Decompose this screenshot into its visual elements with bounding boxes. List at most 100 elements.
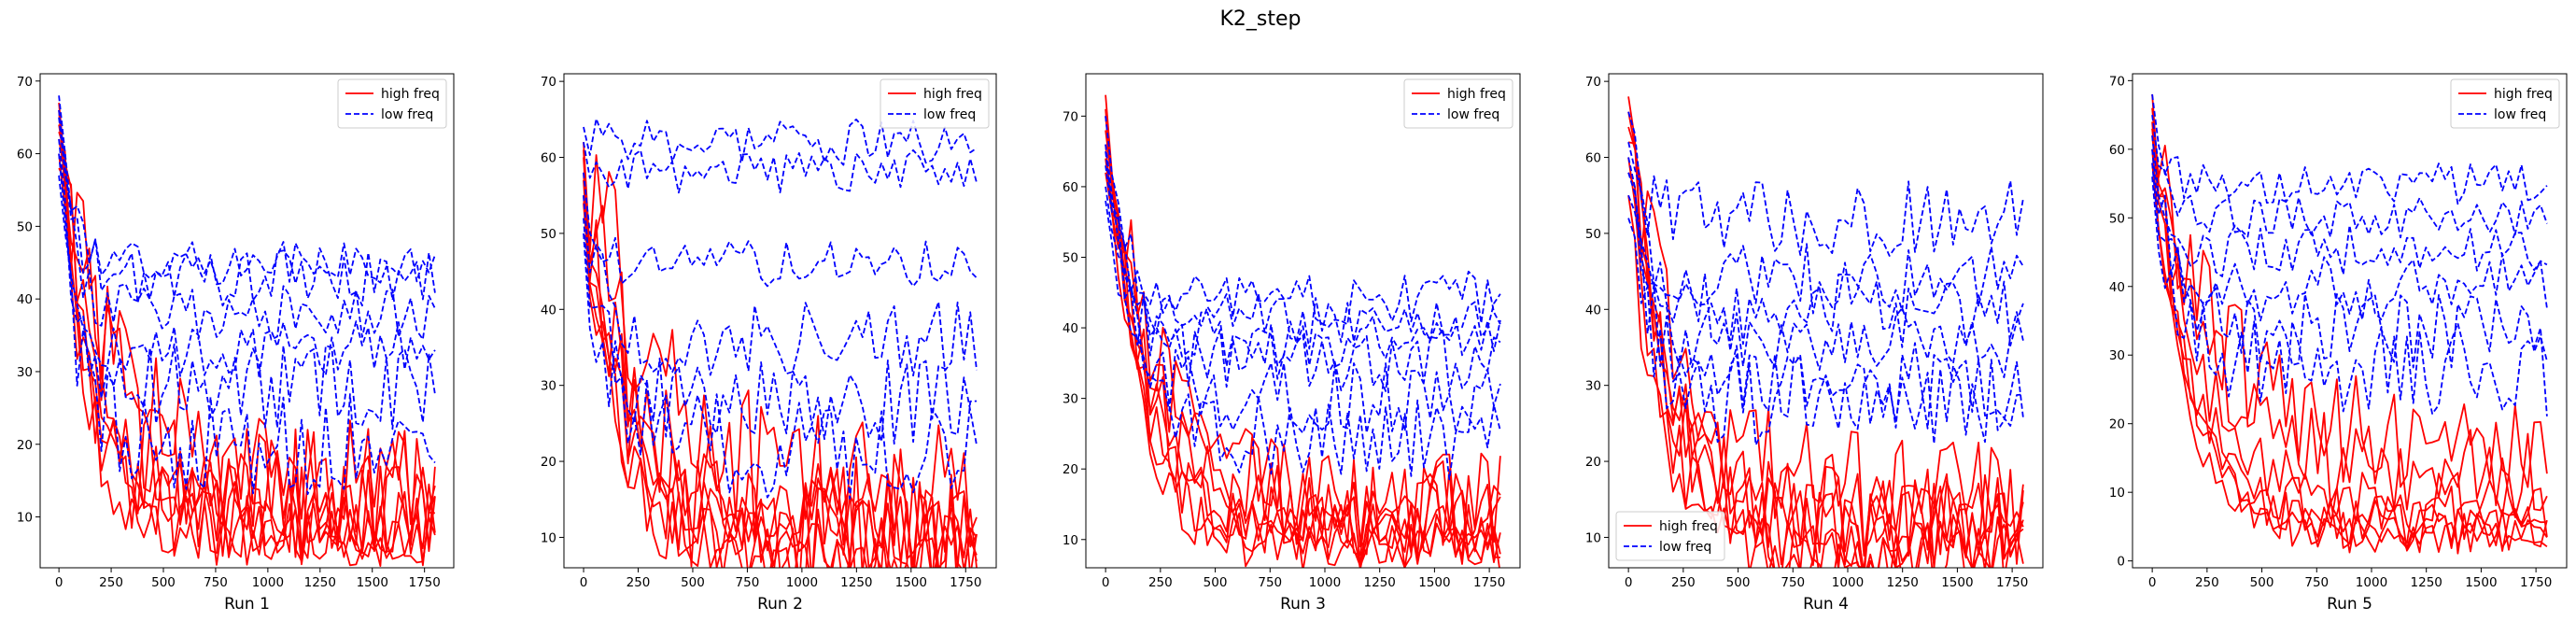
y-tick-label: 20 <box>17 438 33 453</box>
low-freq-series-line <box>58 117 436 341</box>
axes-frame <box>2132 73 2568 569</box>
y-tick-label: 10 <box>1585 530 1601 545</box>
figure-title: K2_step <box>1219 7 1301 31</box>
y-tick-label: 50 <box>1063 250 1078 265</box>
y-tick-label: 10 <box>541 530 556 545</box>
y-tick-label: 0 <box>2117 555 2125 570</box>
x-tick-label: 1250 <box>840 575 872 590</box>
subplots: 0 250 500 750 1000 1250 1500 175010203040506070… <box>17 73 2568 614</box>
x-tick-label: 250 <box>2195 575 2219 590</box>
plot-area <box>58 95 436 567</box>
high-freq-series-line <box>583 203 978 560</box>
plot-area <box>2151 93 2548 555</box>
low-freq-series-line <box>58 109 436 307</box>
high-freq-series-line <box>58 167 436 536</box>
low-freq-series-line <box>1105 186 1501 392</box>
y-tick-label: 70 <box>17 75 33 90</box>
high-freq-series-line <box>2151 128 2548 541</box>
high-freq-series-line <box>58 109 436 566</box>
low-freq-series-line <box>1627 111 2024 257</box>
high-freq-series-line <box>1105 94 1501 567</box>
legend-label-high-freq: high freq <box>1447 87 1506 102</box>
x-tick-label: 1500 <box>1418 575 1450 590</box>
x-tick-label: 1250 <box>2411 575 2442 590</box>
y-tick-label: 60 <box>17 148 33 162</box>
legend-label-high-freq: high freq <box>923 87 982 102</box>
y-tick-label: 60 <box>2109 143 2125 158</box>
low-freq-series-line <box>1627 157 2024 378</box>
high-freq-series-line <box>583 172 978 568</box>
legend: high freq low freq <box>337 78 447 129</box>
high-freq-series-line <box>1627 111 2024 568</box>
x-tick-label: 1250 <box>304 575 336 590</box>
low-freq-series-line <box>1627 194 2023 430</box>
x-tick-label: 1750 <box>950 575 981 590</box>
x-tick-label: 1000 <box>252 575 284 590</box>
axes-frame <box>563 73 997 569</box>
x-tick-label: 250 <box>626 575 651 590</box>
x-tick-label: 0 <box>1102 575 1110 590</box>
x-axis-label: Run 5 <box>2327 595 2372 614</box>
x-tick-label: 1750 <box>1473 575 1505 590</box>
low-freq-series-line <box>2151 162 2548 369</box>
x-tick-label: 1250 <box>1887 575 1919 590</box>
x-tick-label: 1500 <box>357 575 388 590</box>
y-tick-label: 30 <box>541 379 556 394</box>
y-tick-label: 40 <box>541 303 556 318</box>
low-freq-series-line <box>1627 218 2024 446</box>
high-freq-series-line <box>1627 172 2024 557</box>
low-freq-series-line <box>1627 172 2024 348</box>
x-tick-label: 500 <box>151 575 176 590</box>
x-tick-label: 1750 <box>408 575 440 590</box>
low-freq-series-line <box>2151 114 2548 239</box>
low-freq-series-line <box>1105 116 1501 328</box>
x-tick-label: 750 <box>1258 575 1282 590</box>
x-axis-label: Run 2 <box>757 595 803 614</box>
subplot-run-4: 0 250 500 750 1000 1250 1500 1750 10 20 30 40 50 60 70… <box>1585 73 2044 614</box>
y-tick-label: 30 <box>1063 392 1078 407</box>
legend: high freq low freq <box>880 78 990 129</box>
x-tick-label: 750 <box>736 575 760 590</box>
subplot-run-3: 0 250 500 750 1000 1250 1500 1750 10 20 30 40 50 60 70… <box>1063 73 1521 614</box>
legend-box <box>1403 78 1513 129</box>
y-tick-label: 70 <box>1585 75 1601 90</box>
y-tick-label: 20 <box>1063 462 1078 477</box>
y-tick-label: 10 <box>17 511 33 526</box>
low-freq-series-line <box>2151 148 2548 322</box>
x-tick-label: 500 <box>1204 575 1228 590</box>
high-freq-series-line <box>1105 172 1501 559</box>
x-tick-label: 500 <box>681 575 705 590</box>
x-tick-label: 250 <box>1148 575 1173 590</box>
low-freq-series-line <box>2151 93 2548 205</box>
x-axis-label: Run 4 <box>1803 595 1849 614</box>
x-tick-label: 1000 <box>1309 575 1341 590</box>
x-axis-label: Run 3 <box>1280 595 1326 614</box>
legend-label-low-freq: low freq <box>2494 107 2546 122</box>
y-tick-label: 10 <box>1063 533 1078 548</box>
high-freq-series-line <box>1627 141 2024 558</box>
x-tick-label: 0 <box>55 575 63 590</box>
legend: high freq low freq <box>1403 78 1513 129</box>
legend-label-low-freq: low freq <box>381 107 433 122</box>
y-tick-label: 20 <box>1585 455 1601 470</box>
y-tick-label: 50 <box>17 219 33 234</box>
y-tick-label: 40 <box>17 292 33 307</box>
x-tick-label: 1750 <box>2520 575 2552 590</box>
y-tick-label: 70 <box>1063 109 1078 124</box>
low-freq-series-line <box>2151 135 2548 277</box>
y-tick-label: 50 <box>1585 227 1601 242</box>
x-tick-label: 1250 <box>1364 575 1396 590</box>
y-tick-label: 10 <box>2109 486 2125 501</box>
plot-area <box>583 118 978 568</box>
low-freq-series-line <box>1627 141 2024 315</box>
y-tick-label: 60 <box>541 151 556 166</box>
low-freq-series-line <box>1105 200 1501 434</box>
y-tick-label: 30 <box>17 365 33 380</box>
x-tick-label: 250 <box>1671 575 1696 590</box>
y-tick-label: 40 <box>2109 280 2125 295</box>
legend-box <box>1615 511 1725 561</box>
low-freq-series-line <box>583 218 978 445</box>
x-tick-label: 500 <box>1726 575 1751 590</box>
y-tick-label: 20 <box>2109 417 2125 432</box>
